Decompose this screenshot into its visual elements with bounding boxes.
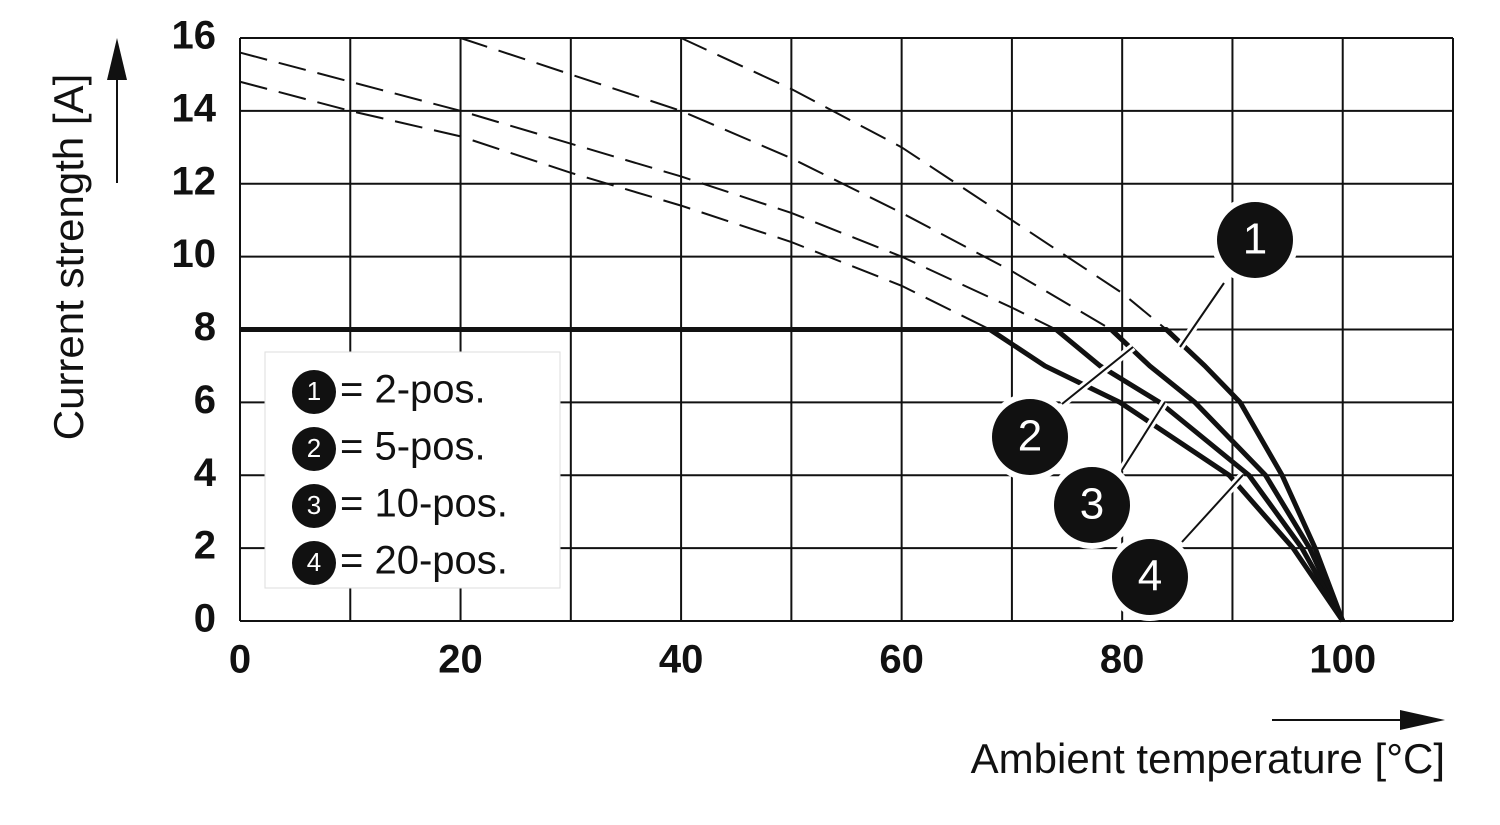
callout — [1054, 467, 1130, 543]
legend-label: = 5-pos. — [340, 425, 486, 469]
x-arrow-head — [1400, 710, 1445, 730]
legend-number: 2 — [307, 433, 321, 463]
callout-number: 2 — [1018, 412, 1042, 461]
legend-number: 1 — [307, 376, 321, 406]
leader-line — [1121, 401, 1166, 471]
leader-line — [1061, 346, 1134, 405]
legend-label: = 10-pos. — [340, 482, 508, 526]
dashed-line — [680, 37, 1167, 331]
legend-number: 4 — [307, 547, 321, 577]
y-tick-label: 14 — [172, 86, 217, 130]
y-tick-label: 0 — [194, 597, 216, 641]
legend-marker — [292, 427, 336, 471]
y-tick-label: 6 — [194, 378, 216, 422]
y-tick-label: 8 — [194, 305, 216, 349]
x-axis-label: Ambient temperature [°C] — [971, 735, 1445, 782]
legend-marker — [292, 370, 336, 414]
legend-marker — [292, 541, 336, 585]
y-tick-label: 16 — [172, 14, 217, 58]
callout — [992, 399, 1068, 475]
x-tick-label: 40 — [659, 638, 704, 682]
dashed-line — [239, 51, 1057, 331]
y-tick-label: 10 — [172, 232, 217, 276]
dashed-line — [460, 37, 1112, 331]
legend-number: 3 — [307, 490, 321, 520]
x-tick-label: 0 — [229, 638, 251, 682]
legend-marker — [292, 484, 336, 528]
series-line — [240, 327, 1345, 623]
dashed-line — [239, 80, 991, 331]
x-tick-label: 80 — [1100, 638, 1145, 682]
y-tick-label: 4 — [194, 451, 217, 495]
callout-number: 4 — [1138, 552, 1162, 601]
x-tick-label: 20 — [438, 638, 483, 682]
callout — [1112, 539, 1188, 615]
legend-label: = 20-pos. — [340, 539, 508, 583]
callout — [1217, 202, 1293, 278]
y-arrow-head — [107, 38, 127, 80]
callout-number: 1 — [1243, 215, 1267, 264]
y-tick-label: 12 — [172, 159, 217, 203]
x-tick-label: 100 — [1309, 638, 1376, 682]
legend-label: = 2-pos. — [340, 368, 486, 412]
series-line — [240, 327, 1346, 622]
y-axis-label: Current strength [A] — [45, 74, 92, 441]
x-tick-label: 60 — [879, 638, 924, 682]
leader-line — [1179, 282, 1225, 348]
y-tick-label: 2 — [194, 524, 216, 568]
series-line — [240, 327, 1345, 623]
series-line — [240, 327, 1346, 623]
callout-number: 3 — [1080, 480, 1104, 529]
leader-line — [1181, 474, 1244, 543]
